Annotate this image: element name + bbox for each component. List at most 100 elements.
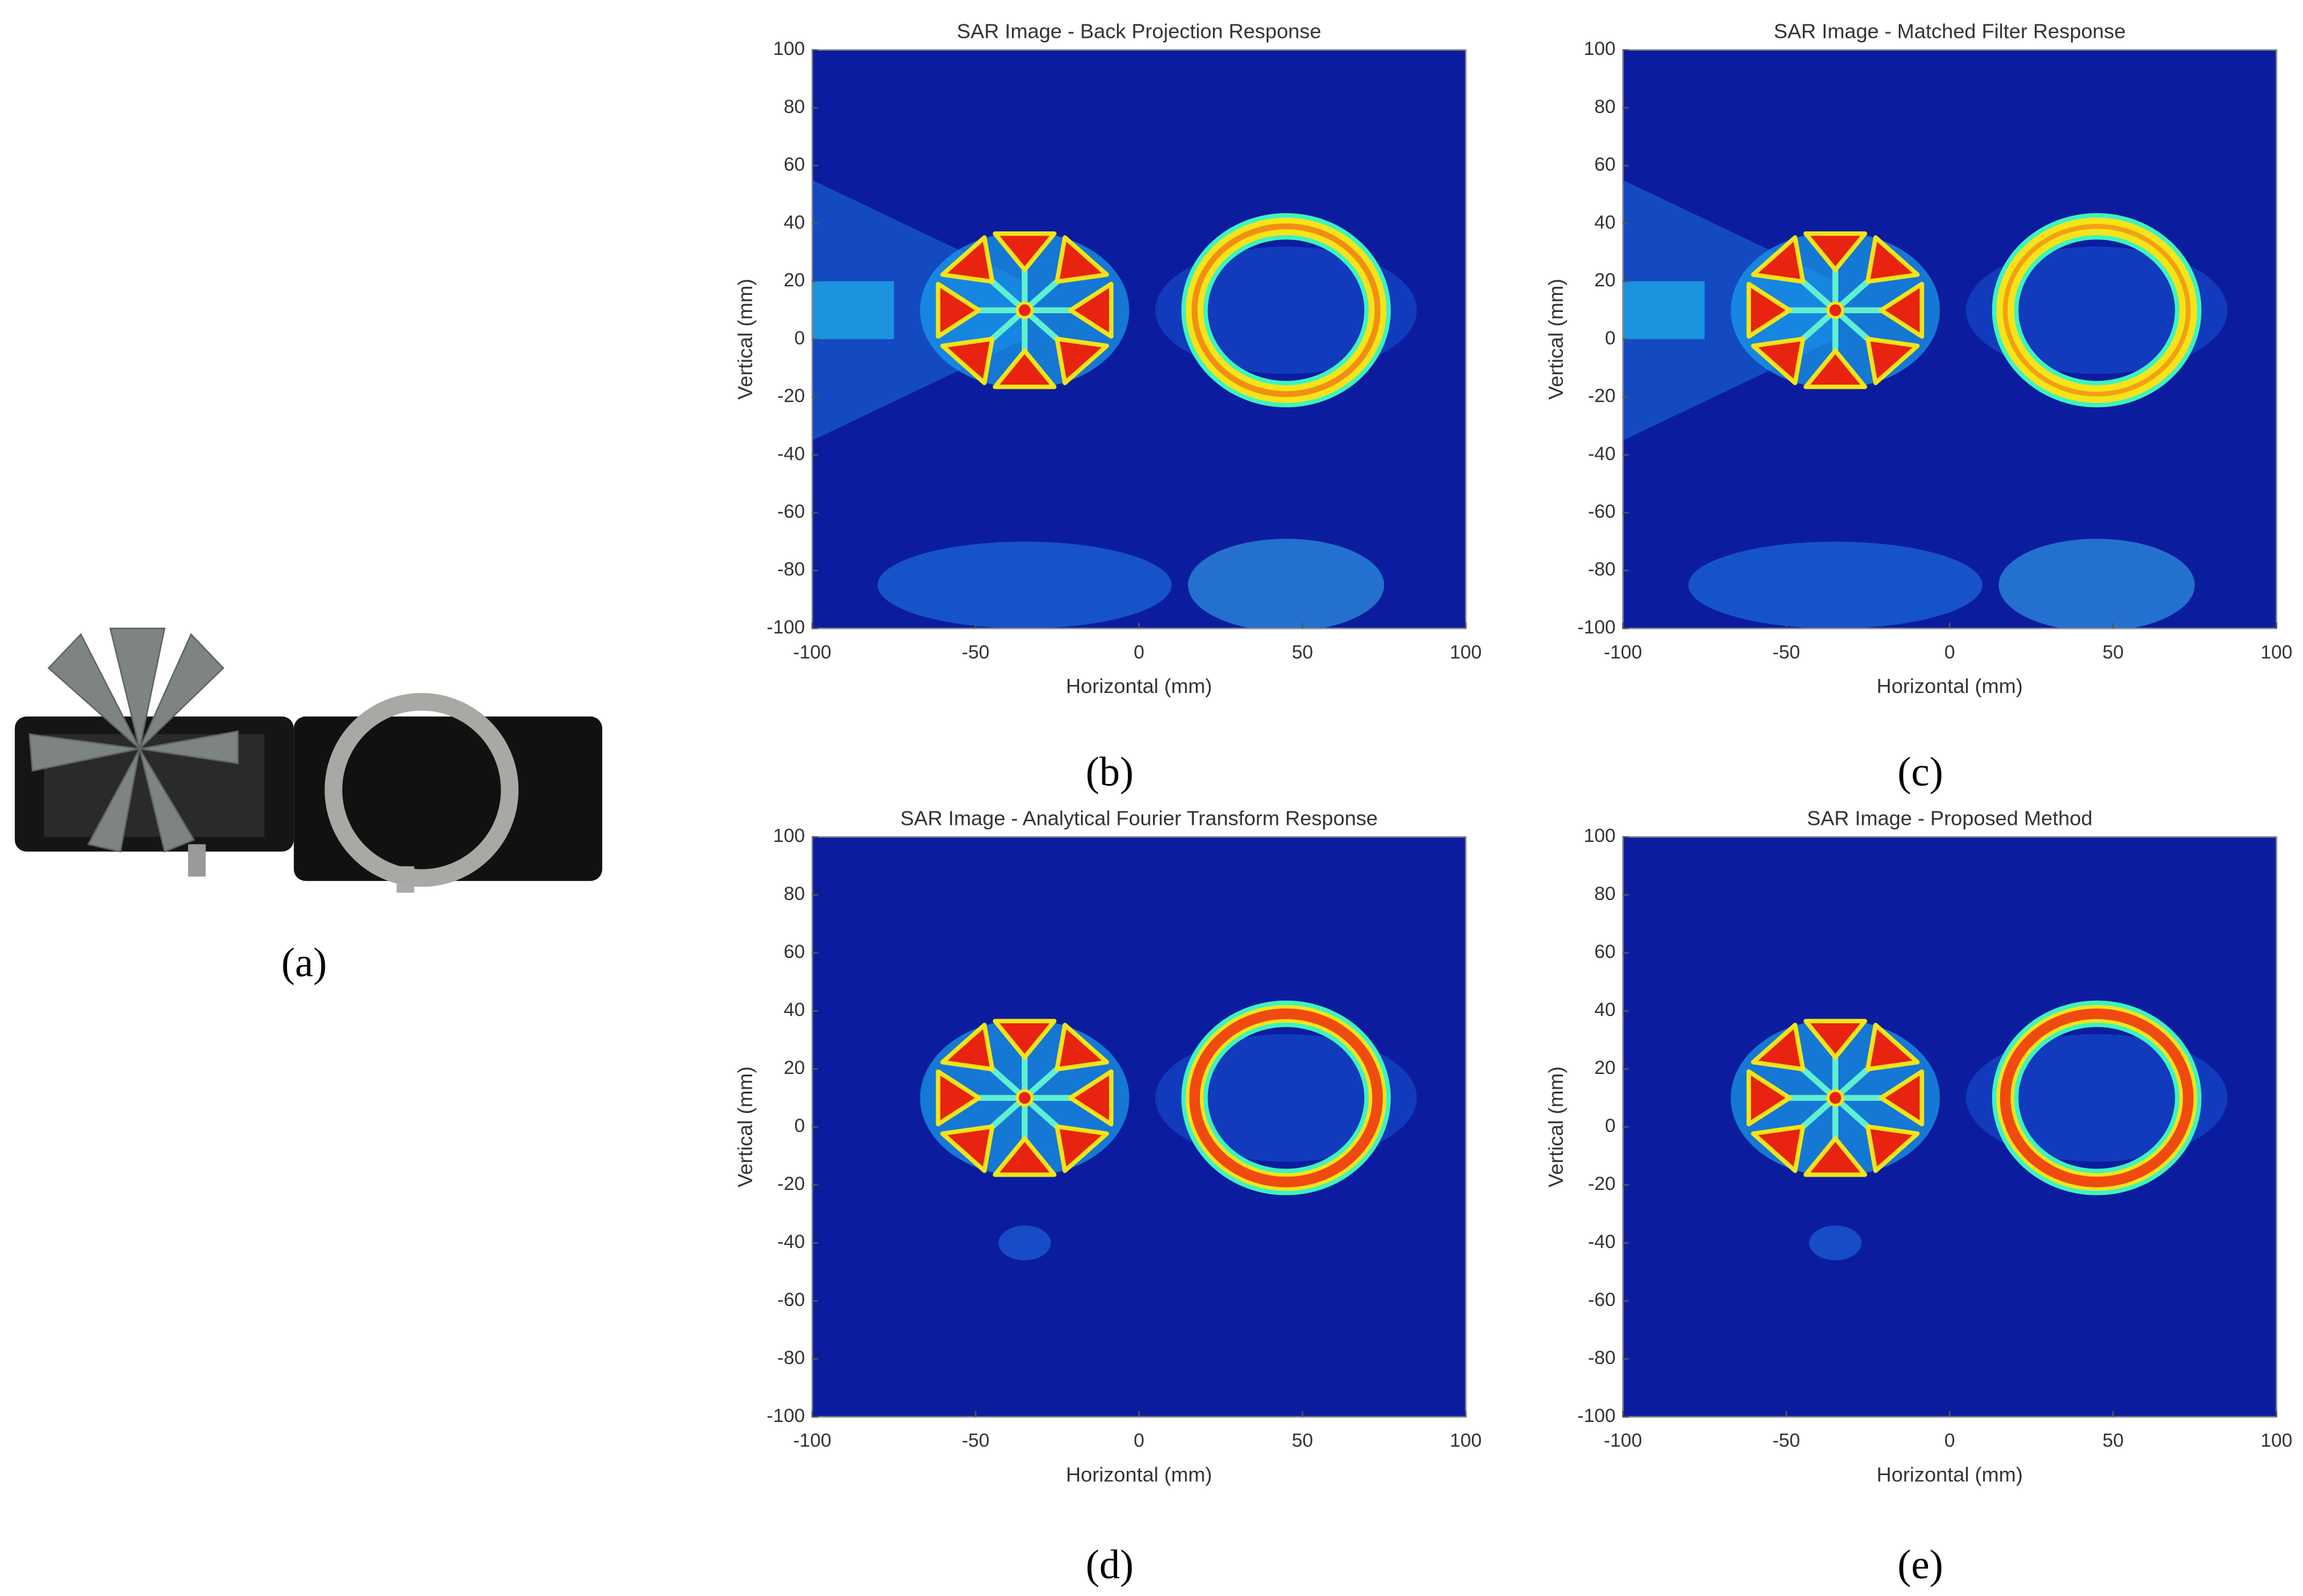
y-tick-label: 40 bbox=[784, 211, 805, 233]
y-tick-label: 60 bbox=[1595, 941, 1616, 962]
y-tick-label: -80 bbox=[777, 559, 805, 580]
streak bbox=[812, 180, 1025, 441]
wedge bbox=[1751, 1124, 1805, 1173]
sar-image bbox=[1623, 836, 2277, 1417]
wedge bbox=[1751, 336, 1805, 385]
photo: (a) bbox=[15, 628, 603, 985]
y-tick-label: -100 bbox=[1577, 1405, 1616, 1426]
plot-area: -100 -50 0 50 100 -100 -80 -60 -40 -20 0 20 40 60 80 10… bbox=[734, 807, 1482, 1587]
panel-label: (d) bbox=[1086, 1542, 1134, 1587]
panel-label: (c) bbox=[1897, 749, 1943, 795]
wedge bbox=[1751, 235, 1805, 284]
wedge bbox=[1068, 281, 1114, 339]
x-tick-label: -100 bbox=[1604, 641, 1642, 662]
wedge bbox=[1865, 235, 1920, 284]
y-tick-label: 80 bbox=[1595, 96, 1616, 117]
wedge bbox=[940, 336, 995, 385]
wedge bbox=[936, 1069, 981, 1126]
y-tick-label: -100 bbox=[1577, 616, 1616, 637]
sar-image bbox=[812, 49, 1466, 629]
wedge bbox=[1803, 1136, 1868, 1177]
x-axis-label: Horizontal (mm) bbox=[1066, 1464, 1212, 1486]
ring-target bbox=[324, 693, 519, 887]
x-tick-label: -100 bbox=[793, 641, 832, 662]
y-tick-label: -20 bbox=[1588, 385, 1615, 407]
ring-core bbox=[1192, 223, 1381, 397]
center-spot bbox=[1016, 301, 1034, 319]
y-tick-label: 40 bbox=[1595, 211, 1616, 233]
halo bbox=[1966, 1034, 2228, 1162]
wedge bbox=[1865, 1124, 1920, 1173]
y-tick-label: 100 bbox=[773, 825, 805, 846]
wedge bbox=[940, 1023, 995, 1072]
x-tick-label: -100 bbox=[1604, 1430, 1642, 1451]
wedge bbox=[992, 348, 1057, 390]
chart-title: SAR Image - Matched Filter Response bbox=[1774, 21, 2125, 43]
wedge bbox=[1803, 348, 1868, 390]
y-tick-label: 20 bbox=[784, 1057, 805, 1078]
wedge bbox=[1068, 1069, 1114, 1126]
glow bbox=[878, 542, 1172, 629]
y-tick-label: 20 bbox=[784, 269, 805, 291]
panel-label: (b) bbox=[1086, 749, 1134, 795]
wedge bbox=[940, 1124, 995, 1173]
wedge bbox=[992, 1018, 1057, 1060]
wedge bbox=[992, 231, 1057, 272]
ring-core bbox=[1189, 1008, 1383, 1188]
x-axis-label: Horizontal (mm) bbox=[1066, 675, 1212, 698]
wedge bbox=[1055, 336, 1109, 385]
y-tick-label: 80 bbox=[1595, 883, 1616, 904]
y-tick-label: 20 bbox=[1595, 269, 1616, 291]
y-tick-label: -20 bbox=[777, 385, 805, 407]
halo bbox=[1155, 246, 1417, 374]
ring-core bbox=[1999, 1008, 2194, 1188]
glow bbox=[998, 1225, 1051, 1261]
plot-area: -100 -50 0 50 100 -100 -80 -60 -40 -20 0 20 40 60 80 10… bbox=[734, 21, 1482, 795]
y-tick-label: 100 bbox=[1584, 825, 1615, 846]
wedge bbox=[936, 281, 981, 339]
x-tick-label: 50 bbox=[2103, 1430, 2124, 1451]
plot-area: -100 -50 0 50 100 -100 -80 -60 -40 -20 0 20 40 60 80 10… bbox=[1545, 21, 2293, 795]
y-tick-label: 100 bbox=[773, 38, 805, 59]
y-tick-label: -60 bbox=[1588, 1289, 1615, 1310]
y-tick-label: 80 bbox=[784, 96, 805, 117]
y-tick-label: 0 bbox=[795, 1115, 805, 1136]
panel-label: (e) bbox=[1897, 1542, 1943, 1587]
y-tick-label: -60 bbox=[1588, 501, 1615, 522]
x-tick-label: 0 bbox=[1133, 1430, 1144, 1451]
y-tick-label: 0 bbox=[795, 327, 805, 349]
center-spot bbox=[1016, 1089, 1034, 1107]
y-tick-label: -60 bbox=[777, 1289, 805, 1310]
y-tick-label: -40 bbox=[777, 443, 805, 464]
x-tick-label: 100 bbox=[2260, 641, 2292, 662]
wedge bbox=[1055, 1124, 1109, 1173]
x-tick-label: -50 bbox=[962, 1430, 989, 1451]
ring-core bbox=[2003, 223, 2191, 397]
panel-label: (a) bbox=[282, 940, 327, 985]
center-spot bbox=[1826, 1089, 1844, 1107]
post bbox=[187, 844, 206, 877]
y-axis-label: Vertical (mm) bbox=[734, 278, 757, 399]
y-tick-label: 40 bbox=[784, 999, 805, 1020]
halo bbox=[1155, 1034, 1417, 1162]
glow bbox=[1998, 539, 2195, 629]
streak bbox=[1623, 180, 1836, 441]
x-tick-label: 0 bbox=[1133, 641, 1144, 662]
y-tick-label: 0 bbox=[1605, 327, 1615, 349]
x-tick-label: 100 bbox=[1450, 641, 1482, 662]
y-tick-label: -80 bbox=[1588, 559, 1615, 580]
wedge bbox=[1803, 231, 1868, 272]
wedge bbox=[1055, 1023, 1109, 1072]
x-tick-label: 0 bbox=[1945, 1430, 1955, 1451]
wedge bbox=[1865, 1023, 1920, 1072]
x-tick-label: 100 bbox=[2260, 1430, 2292, 1451]
y-tick-label: -100 bbox=[766, 1405, 805, 1426]
y-tick-label: 60 bbox=[784, 154, 805, 175]
plot-area: -100 -50 0 50 100 -100 -80 -60 -40 -20 0 20 40 60 80 10… bbox=[1545, 807, 2293, 1587]
y-tick-label: 40 bbox=[1595, 999, 1616, 1020]
wedge bbox=[1746, 1069, 1792, 1126]
x-tick-label: 0 bbox=[1945, 641, 1955, 662]
x-tick-label: -50 bbox=[1772, 1430, 1800, 1451]
y-tick-label: -40 bbox=[777, 1231, 805, 1252]
